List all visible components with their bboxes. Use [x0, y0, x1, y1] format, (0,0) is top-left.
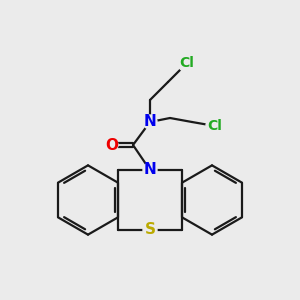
Text: Cl: Cl [208, 119, 222, 133]
Circle shape [206, 117, 224, 135]
Text: O: O [106, 137, 118, 152]
Circle shape [143, 163, 157, 177]
Circle shape [143, 223, 157, 237]
Text: Cl: Cl [180, 56, 194, 70]
Text: N: N [144, 163, 156, 178]
Circle shape [106, 139, 118, 151]
Text: N: N [144, 115, 156, 130]
Text: S: S [145, 223, 155, 238]
Circle shape [178, 54, 196, 72]
Circle shape [143, 115, 157, 129]
